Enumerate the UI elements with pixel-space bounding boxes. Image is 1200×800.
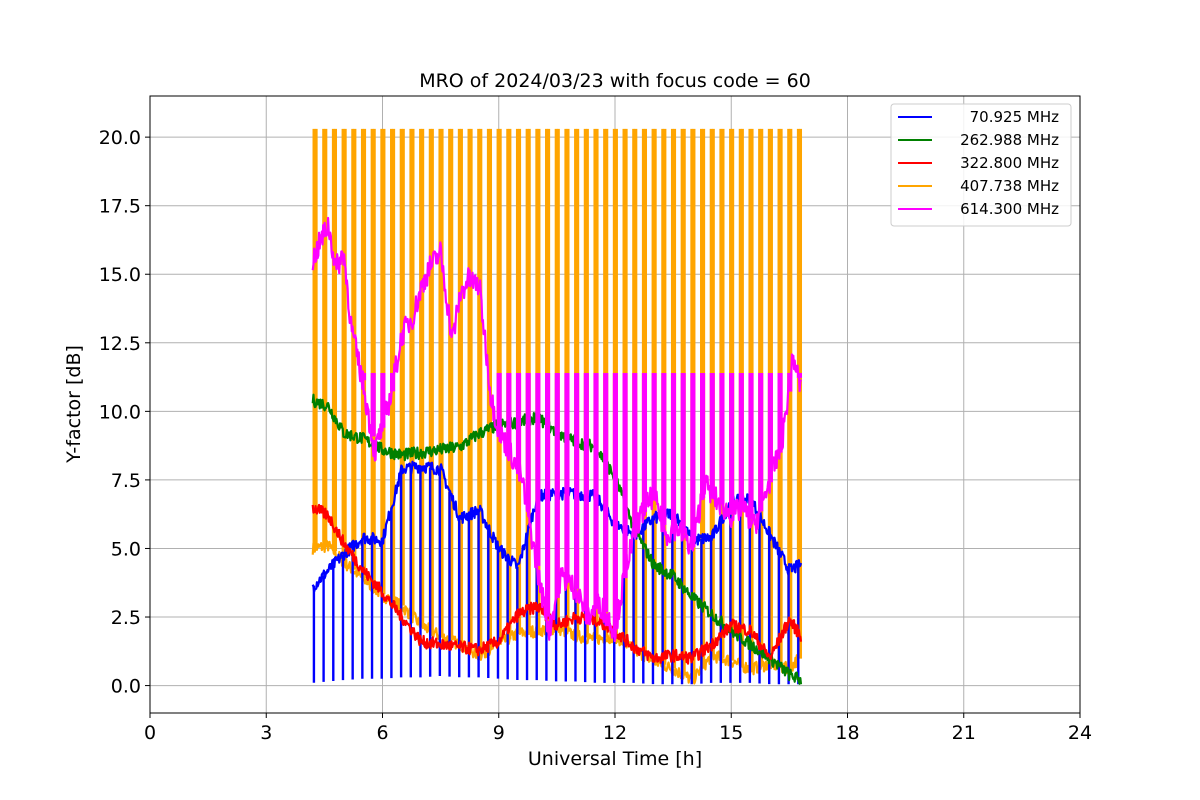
x-tick-label: 6 [376, 722, 388, 744]
y-tick-label: 15.0 [99, 264, 141, 286]
ticks: 0 3 6 9 12 15 18 21 24 0.0 2.5 5.0 7.5 10.0 12.5 15.0 17… [99, 127, 1092, 744]
x-tick-label: 24 [1068, 722, 1092, 744]
legend-label: 322.800 MHz [960, 154, 1059, 172]
y-tick-label: 20.0 [99, 127, 141, 149]
legend-label: 70.925 MHz [970, 108, 1059, 126]
y-tick-label: 17.5 [99, 196, 141, 218]
y-tick-label: 12.5 [99, 333, 141, 355]
chart-title: MRO of 2024/03/23 with focus code = 60 [419, 70, 811, 92]
series-group [311, 128, 803, 685]
x-axis-label: Universal Time [h] [528, 748, 702, 770]
series-2 [311, 503, 803, 665]
legend: 70.925 MHz 262.988 MHz 322.800 MHz 407.738 … [890, 103, 1072, 227]
series-4 [311, 216, 803, 643]
legend-label: 262.988 MHz [960, 131, 1059, 149]
y-axis-label: Y-factor [dB] [63, 345, 85, 464]
x-tick-label: 9 [493, 722, 505, 744]
y-tick-label: 7.5 [111, 470, 141, 492]
y-tick-label: 2.5 [111, 607, 141, 629]
x-tick-label: 18 [835, 722, 859, 744]
x-tick-label: 0 [144, 722, 156, 744]
x-tick-label: 12 [603, 722, 627, 744]
y-tick-label: 5.0 [111, 538, 141, 560]
x-tick-label: 21 [952, 722, 976, 744]
legend-box [890, 103, 1072, 227]
series-line [311, 503, 803, 665]
legend-label: 407.738 MHz [960, 177, 1059, 195]
legend-label: 614.300 MHz [960, 200, 1059, 218]
y-tick-label: 10.0 [99, 401, 141, 423]
x-tick-label: 3 [260, 722, 272, 744]
y-tick-label: 0.0 [111, 676, 141, 698]
x-tick-label: 15 [719, 722, 743, 744]
